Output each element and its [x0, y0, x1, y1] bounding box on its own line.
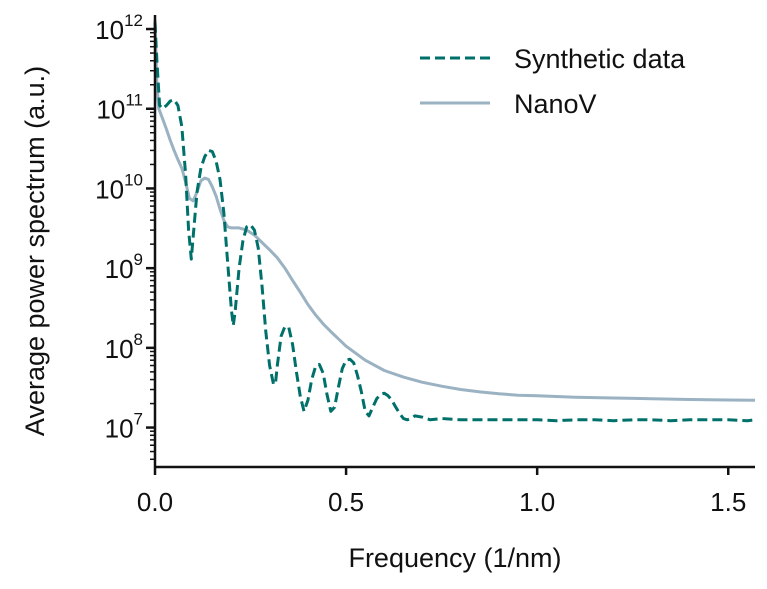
x-axis-label: Frequency (1/nm) [348, 543, 561, 573]
y-tick-label: 108 [105, 330, 143, 364]
legend: Synthetic data NanoV [420, 44, 686, 119]
y-tick-label: 107 [105, 410, 143, 444]
y-axis-label: Average power spectrum (a.u.) [20, 66, 50, 436]
legend-label-synthetic: Synthetic data [514, 44, 686, 74]
y-tick-label: 1011 [96, 91, 143, 125]
series-layer [153, 19, 756, 423]
axes-layer [153, 15, 755, 469]
series-line-nanov [153, 19, 756, 402]
x-tick-label: 1.5 [710, 487, 746, 517]
series-line-synthetic-data [153, 22, 756, 423]
y-tick-label: 1010 [95, 170, 143, 204]
x-tick-label: 0.0 [137, 487, 173, 517]
y-tick-label: 1012 [95, 11, 143, 45]
x-tick-label: 1.0 [519, 487, 555, 517]
y-tick-label: 109 [105, 250, 143, 284]
ticks-layer: 0.0 0.5 1.0 1.5 107 108 109 1010 1011 1012 [95, 11, 746, 517]
x-tick-label: 0.5 [328, 487, 364, 517]
legend-label-nanov: NanoV [514, 89, 597, 119]
